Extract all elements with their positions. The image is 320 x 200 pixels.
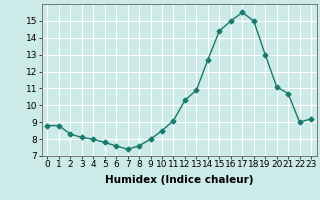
- X-axis label: Humidex (Indice chaleur): Humidex (Indice chaleur): [105, 175, 253, 185]
